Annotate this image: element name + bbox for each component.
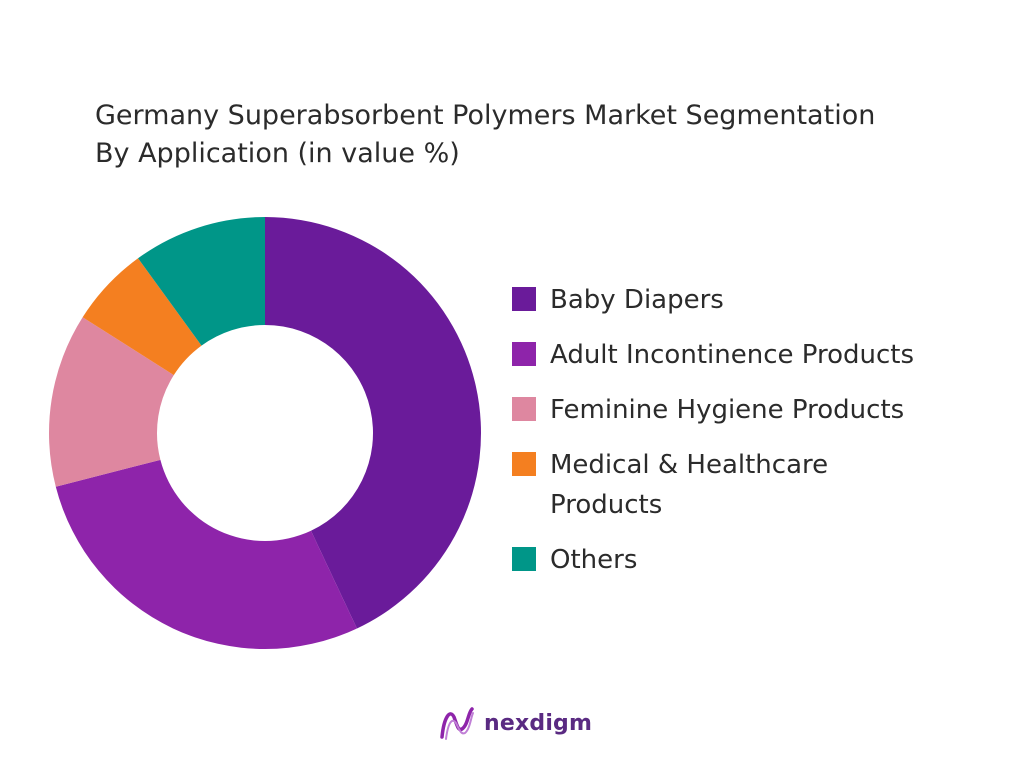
legend-label: Medical & Healthcare Products: [550, 450, 829, 520]
legend-item-medical-healthcare: Medical & Healthcare Products: [512, 445, 990, 525]
donut-slice-baby-diapers: [265, 217, 481, 629]
chart-title-line-1: Germany Superabsorbent Polymers Market S…: [95, 100, 876, 131]
legend-label: Others: [550, 545, 638, 575]
legend-label: Baby Diapers: [550, 285, 724, 315]
legend-swatch: [512, 342, 536, 366]
legend-swatch: [512, 287, 536, 311]
legend-label: Adult Incontinence Products: [550, 340, 915, 370]
legend-swatch: [512, 397, 536, 421]
legend-item-others: Others: [512, 540, 990, 580]
donut-slice-adult-incontinence-products: [55, 459, 357, 649]
chart-title-line-2: By Application (in value %): [95, 138, 460, 169]
legend-label: Feminine Hygiene Products: [550, 395, 905, 425]
legend-item-adult-incontinence: Adult Incontinence Products: [512, 335, 990, 375]
legend-swatch: [512, 547, 536, 571]
chart-title: Germany Superabsorbent Polymers Market S…: [95, 97, 975, 173]
donut-chart: [49, 217, 481, 649]
legend-item-feminine-hygiene: Feminine Hygiene Products: [512, 390, 990, 430]
donut-slice-feminine-hygiene-products: [49, 317, 174, 487]
nexdigm-logo-icon: [440, 707, 474, 740]
donut-slice-medical-healthcare-products: [82, 258, 202, 376]
legend-item-baby-diapers: Baby Diapers: [512, 280, 990, 320]
legend-swatch: [512, 452, 536, 476]
brand-logo: nexdigm: [438, 703, 592, 743]
donut-slice-others: [138, 217, 265, 346]
brand-name: nexdigm: [484, 710, 593, 736]
